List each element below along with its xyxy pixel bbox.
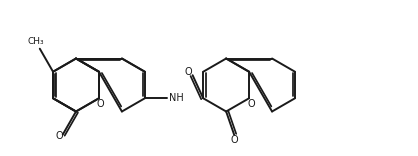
Text: O: O [247,99,255,109]
Text: CH₃: CH₃ [28,37,44,46]
Text: O: O [185,67,192,77]
Text: O: O [56,131,64,141]
Text: NH: NH [169,93,184,103]
Text: O: O [96,99,104,109]
Text: O: O [230,135,238,145]
